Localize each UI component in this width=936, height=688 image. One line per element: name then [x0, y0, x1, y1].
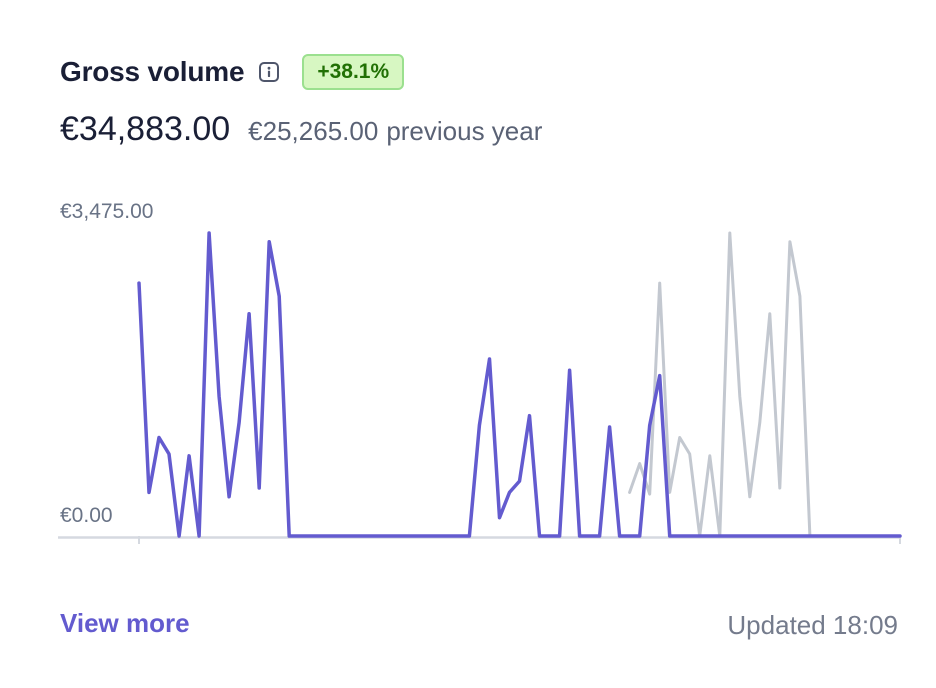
view-more-link[interactable]: View more	[60, 608, 190, 639]
card-header: Gross volume +38.1%	[60, 52, 404, 92]
updated-timestamp: Updated 18:09	[727, 610, 898, 641]
y-tick-label: €0.00	[60, 504, 113, 527]
series-line-previous-year	[630, 233, 900, 536]
current-amount: €34,883.00	[60, 110, 230, 149]
previous-amount: €25,265.00	[248, 116, 378, 147]
info-icon[interactable]	[258, 61, 280, 83]
y-tick-label: €3,475.00	[60, 200, 153, 223]
previous-amount-label: previous year	[386, 116, 542, 147]
amounts-row: €34,883.00 €25,265.00 previous year	[60, 110, 542, 149]
gross-volume-chart: €3,475.00 €0.00	[0, 190, 936, 590]
change-badge: +38.1%	[302, 54, 404, 90]
card-title: Gross volume	[60, 56, 244, 88]
series-line-current	[139, 233, 900, 536]
